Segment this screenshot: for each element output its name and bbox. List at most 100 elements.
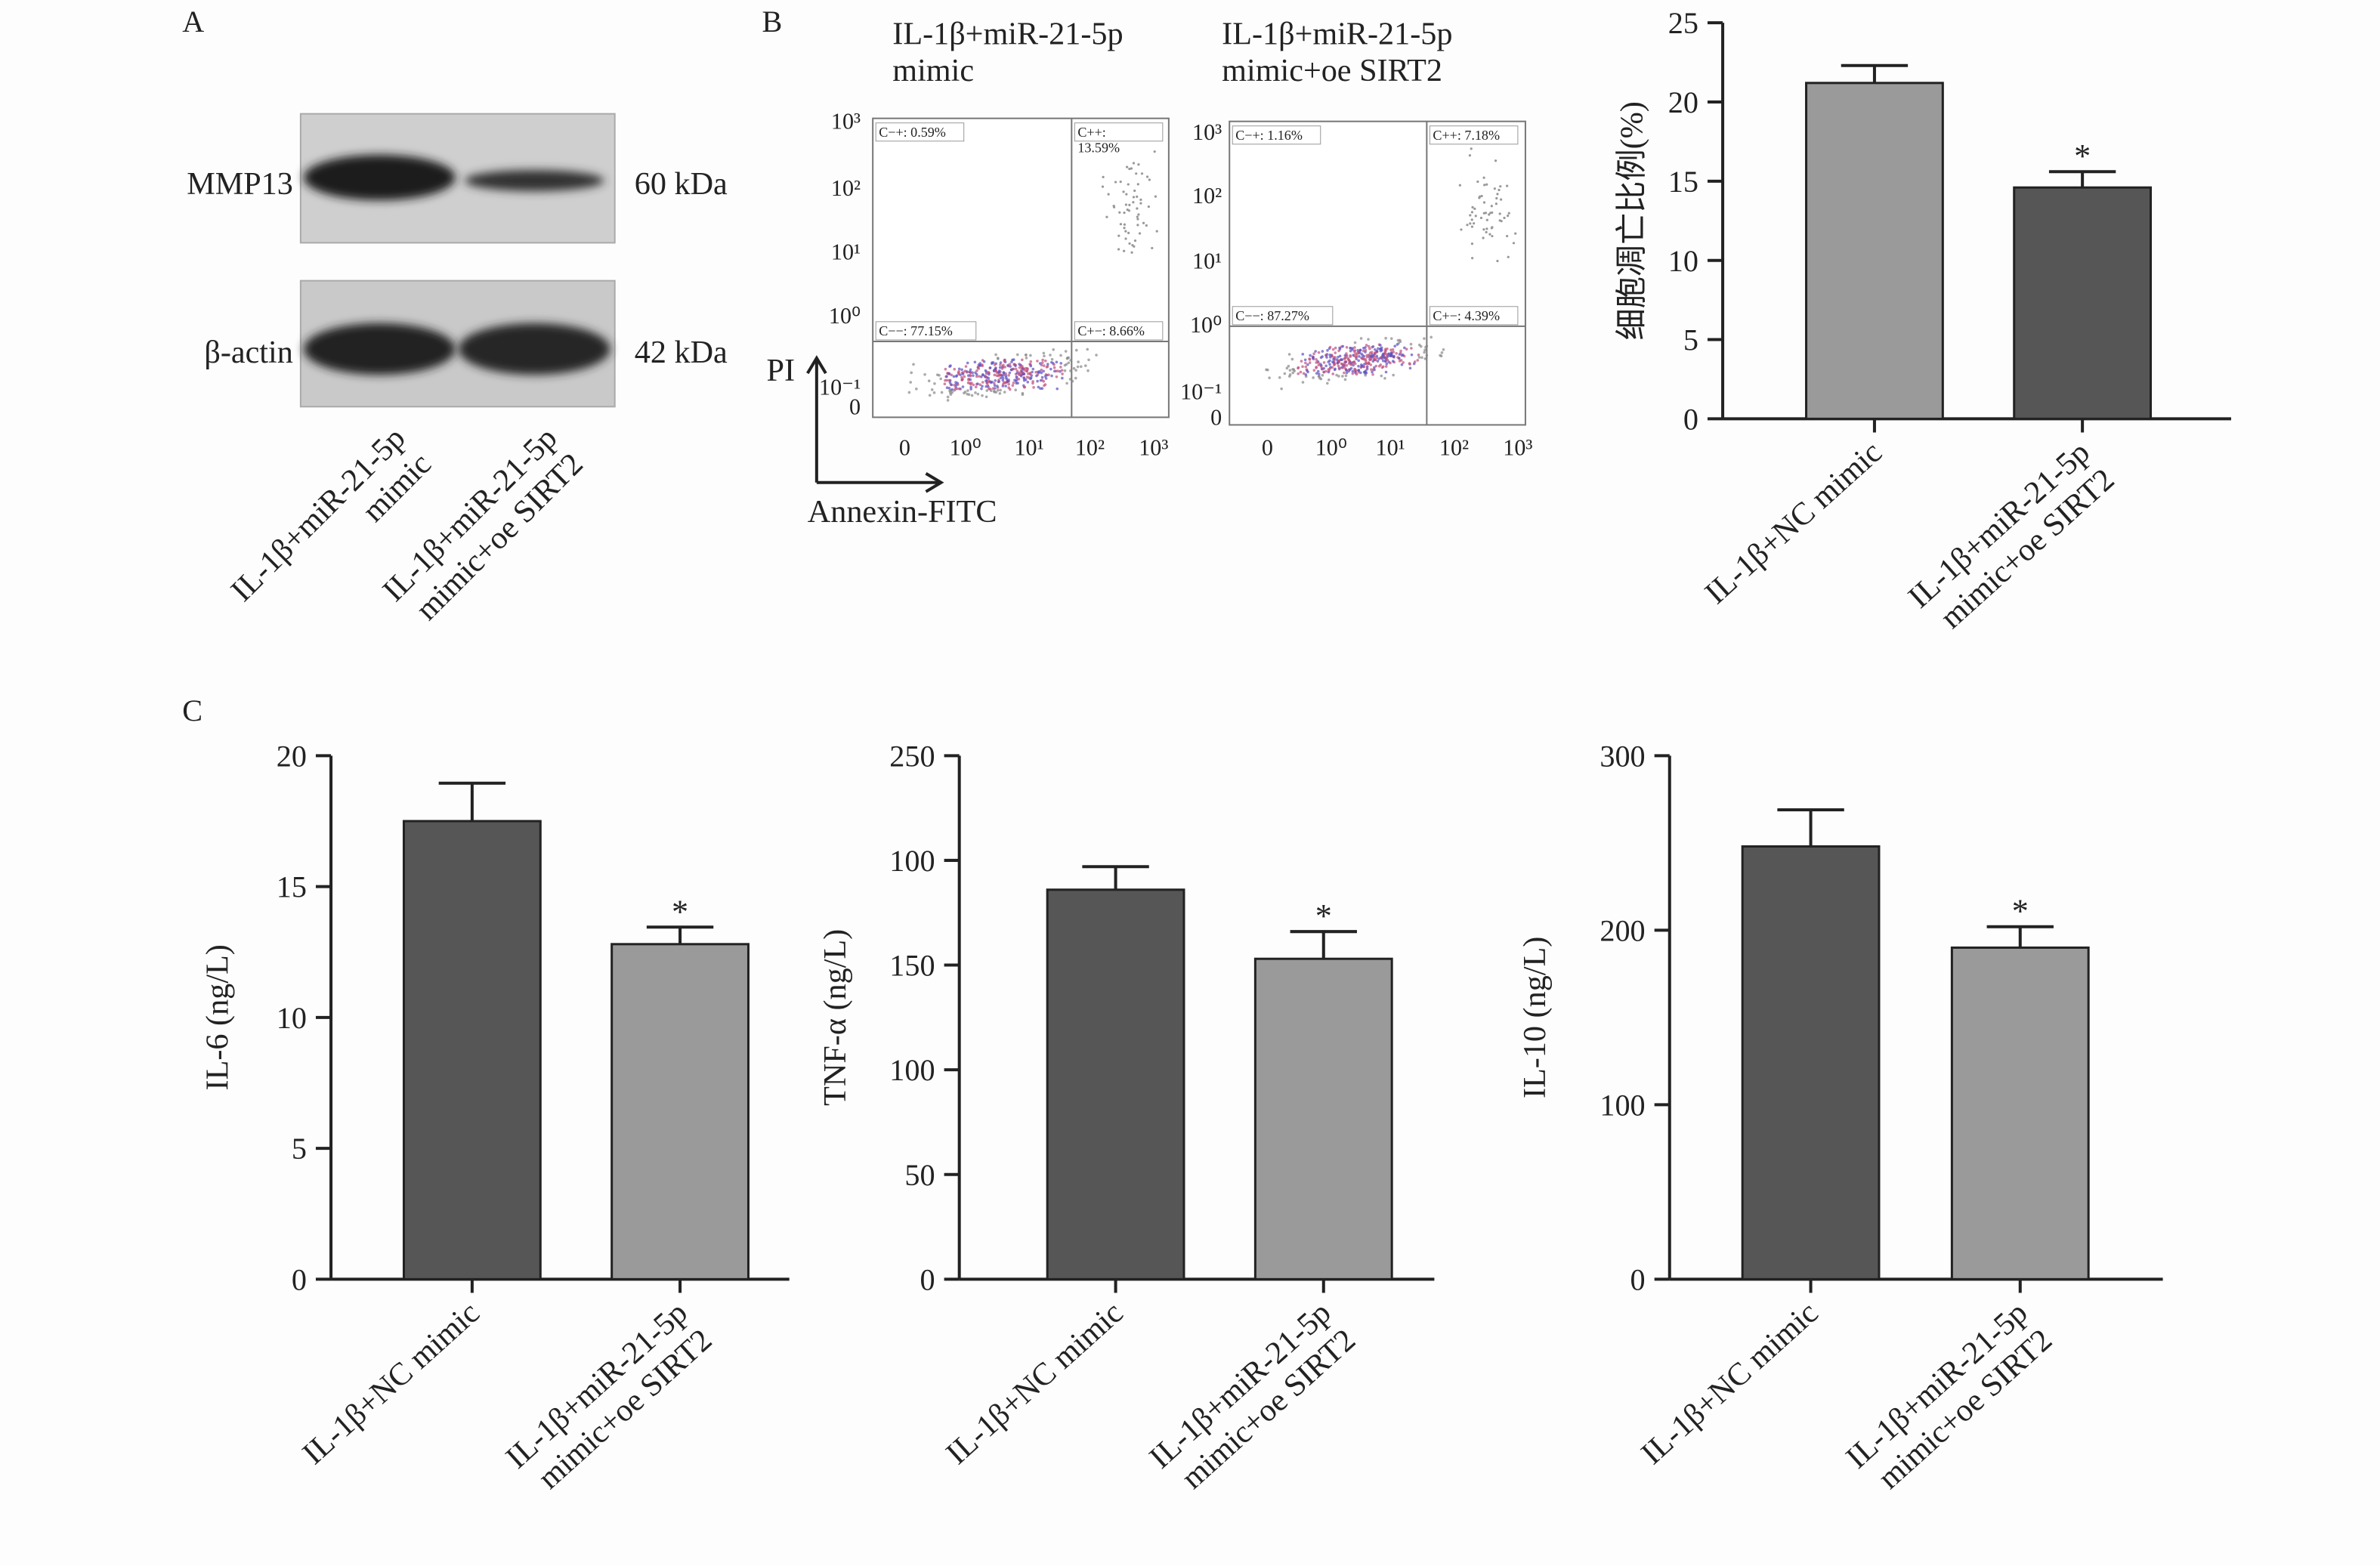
event-dot <box>1312 369 1316 372</box>
flow-y-tick-label: 10⁻¹ <box>1180 378 1222 404</box>
event-dot <box>1327 378 1331 381</box>
event-dot <box>1345 352 1348 355</box>
bar <box>402 820 542 1280</box>
event-dot <box>1015 372 1019 375</box>
event-dot <box>1512 242 1516 245</box>
event-dot <box>1343 363 1346 367</box>
event-dot <box>1503 216 1506 220</box>
event-dot <box>1139 198 1142 201</box>
event-dot <box>981 363 984 366</box>
event-dot <box>1360 365 1363 369</box>
flow-x-tick-label: 10² <box>1075 435 1105 461</box>
event-dot <box>1374 364 1378 368</box>
event-dot <box>1392 373 1395 377</box>
significance-mark: * <box>2012 893 2029 930</box>
event-dot <box>1493 187 1496 190</box>
y-tick-label: 200 <box>1600 913 1645 947</box>
event-dot <box>1343 360 1347 363</box>
quadrant-label-box <box>1429 306 1519 326</box>
event-dot <box>978 375 981 378</box>
event-dot <box>1386 354 1389 358</box>
event-dot <box>1384 356 1388 360</box>
event-dot <box>1367 338 1370 341</box>
event-dot <box>994 378 997 382</box>
event-dot <box>959 373 962 376</box>
event-dot <box>1119 181 1122 184</box>
event-dot <box>1344 374 1348 378</box>
event-dot <box>1002 372 1006 375</box>
event-dot <box>1042 351 1046 355</box>
event-dot <box>1301 353 1305 356</box>
event-dot <box>1389 337 1393 340</box>
event-dot <box>1423 357 1427 360</box>
flow-y-tick-label: 10¹ <box>831 239 861 264</box>
event-dot <box>993 381 996 385</box>
event-dot <box>1373 355 1376 359</box>
event-dot <box>1482 236 1485 239</box>
event-dot <box>1287 375 1291 378</box>
event-dot <box>1052 366 1056 369</box>
event-dot <box>1374 348 1377 351</box>
event-dot <box>923 372 926 376</box>
event-dot <box>1124 203 1128 206</box>
event-dot <box>1074 376 1077 380</box>
event-dot <box>1392 355 1395 359</box>
event-dot <box>1015 375 1018 378</box>
event-dot <box>1480 194 1483 198</box>
event-dot <box>1067 356 1071 360</box>
event-dot <box>1430 335 1433 339</box>
event-dot <box>979 375 983 378</box>
event-dot <box>1371 360 1375 363</box>
y-tick-label: 300 <box>1600 739 1645 773</box>
event-dot <box>1127 183 1130 186</box>
event-dot <box>1321 355 1324 358</box>
event-dot <box>981 394 984 397</box>
event-dot <box>1485 227 1488 230</box>
event-dot <box>1064 350 1068 353</box>
event-dot <box>950 388 954 391</box>
quadrant-label-box <box>875 122 965 142</box>
event-dot <box>1375 354 1379 358</box>
event-dot <box>1050 357 1054 361</box>
event-dot <box>1485 183 1488 186</box>
event-dot <box>1301 381 1305 384</box>
event-dot <box>1482 201 1486 204</box>
event-dot <box>1386 358 1389 362</box>
event-dot <box>1346 358 1350 361</box>
event-dot <box>1137 163 1140 166</box>
event-dot <box>1349 346 1352 350</box>
event-dot <box>1357 359 1360 363</box>
event-dot <box>988 366 992 369</box>
quadrant-label: C++: 7.18% <box>1433 128 1500 143</box>
event-dot <box>1042 364 1046 367</box>
event-dot <box>972 383 975 387</box>
event-dot <box>1299 370 1303 374</box>
flow-title: IL-1β+miR-21-5p mimic+oe SIRT2 <box>1222 16 1452 88</box>
event-dot <box>1004 385 1007 388</box>
event-dot <box>1316 369 1320 373</box>
event-dot <box>981 381 984 384</box>
event-dot <box>1473 207 1476 211</box>
event-dot <box>1280 387 1283 391</box>
event-dot <box>1362 365 1366 369</box>
event-dot <box>1043 375 1047 378</box>
event-dot <box>1047 373 1050 376</box>
event-dot <box>947 378 951 382</box>
event-dot <box>1148 178 1151 181</box>
event-dot <box>1353 370 1357 373</box>
bar <box>610 943 750 1280</box>
event-dot <box>984 379 988 382</box>
quadrant-label: C−+: 1.16% <box>1235 128 1303 143</box>
event-dot <box>1353 341 1357 344</box>
event-dot <box>1151 246 1154 250</box>
event-dot <box>1357 369 1361 372</box>
event-dot <box>1123 212 1126 215</box>
event-dot <box>1302 372 1306 375</box>
event-dot <box>1490 227 1493 230</box>
event-dot <box>1384 365 1388 368</box>
flow-x-tick-label: 10² <box>1439 435 1469 461</box>
event-dot <box>1327 360 1331 363</box>
event-dot <box>1095 354 1098 357</box>
event-dot <box>1005 377 1009 381</box>
event-dot <box>1315 361 1318 364</box>
